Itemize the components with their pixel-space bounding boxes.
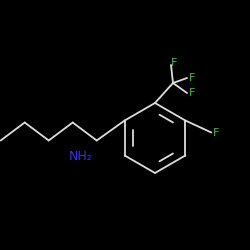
- Text: F: F: [213, 128, 220, 138]
- Text: F: F: [189, 88, 196, 98]
- Text: F: F: [171, 58, 177, 68]
- Text: F: F: [189, 73, 196, 83]
- Text: NH₂: NH₂: [69, 150, 92, 163]
